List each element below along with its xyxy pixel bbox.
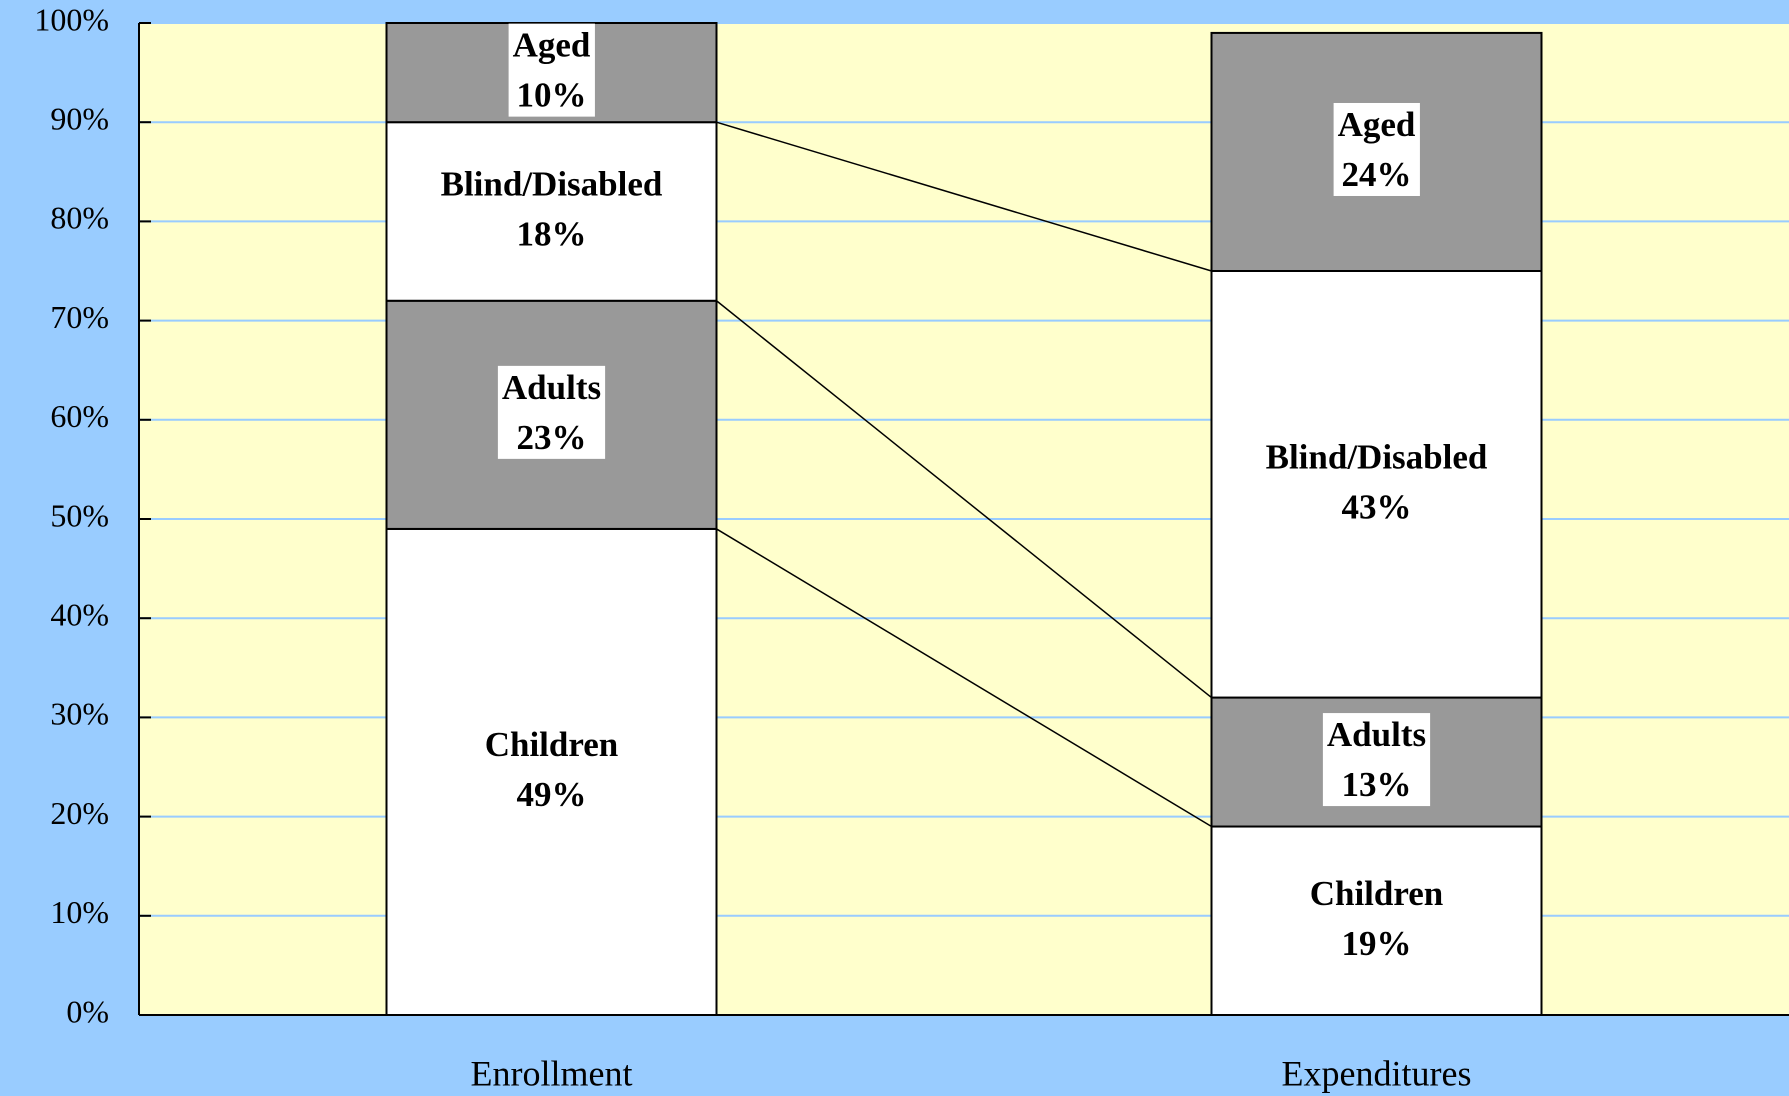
segment-name: Adults [502,368,601,407]
data-label: 43% [1342,487,1412,526]
data-label: 18% [517,215,587,254]
segment-name: Blind/Disabled [1266,437,1488,476]
data-label: 23% [517,418,587,457]
segment-name: Children [1310,874,1444,913]
x-tick-label: Expenditures [1282,1053,1472,1093]
y-tick-label: 90% [50,101,109,137]
data-label: 49% [517,775,587,814]
segment-name: Aged [1338,105,1416,144]
bar-segment [385,121,718,302]
y-tick-label: 0% [66,993,109,1029]
connector [716,528,1212,828]
y-tick-label: 70% [50,299,109,335]
bar-segment [385,527,718,1016]
y-tick-label: 60% [50,398,109,434]
y-tick-label: 50% [50,497,109,533]
label-box [508,23,595,117]
connector [716,121,1212,272]
segment-name: Adults [1327,715,1426,754]
y-tick-label: 100% [34,1,109,37]
data-label: 10% [517,76,587,115]
label-box [497,365,606,459]
segment-name: Children [485,725,619,764]
y-tick-label: 80% [50,200,109,236]
label-box [1322,713,1431,807]
label-box [1333,102,1420,196]
segment-name: Aged [513,26,591,65]
x-tick-label: Enrollment [471,1053,633,1093]
y-tick-label: 20% [50,795,109,831]
bar-segment [1210,270,1543,699]
labels: Enrollment Children 49% Adults 23% Blind/Disa… [441,23,1488,1093]
bar-segment [1210,825,1543,1017]
data-label: 24% [1342,155,1412,194]
connector [716,300,1212,699]
y-tick-label: 40% [50,597,109,633]
data-label: 13% [1342,765,1412,804]
data-label: 19% [1342,924,1412,963]
segment-name: Blind/Disabled [441,165,663,204]
y-tick-label: 10% [50,894,109,930]
y-tick-label: 30% [50,696,109,732]
